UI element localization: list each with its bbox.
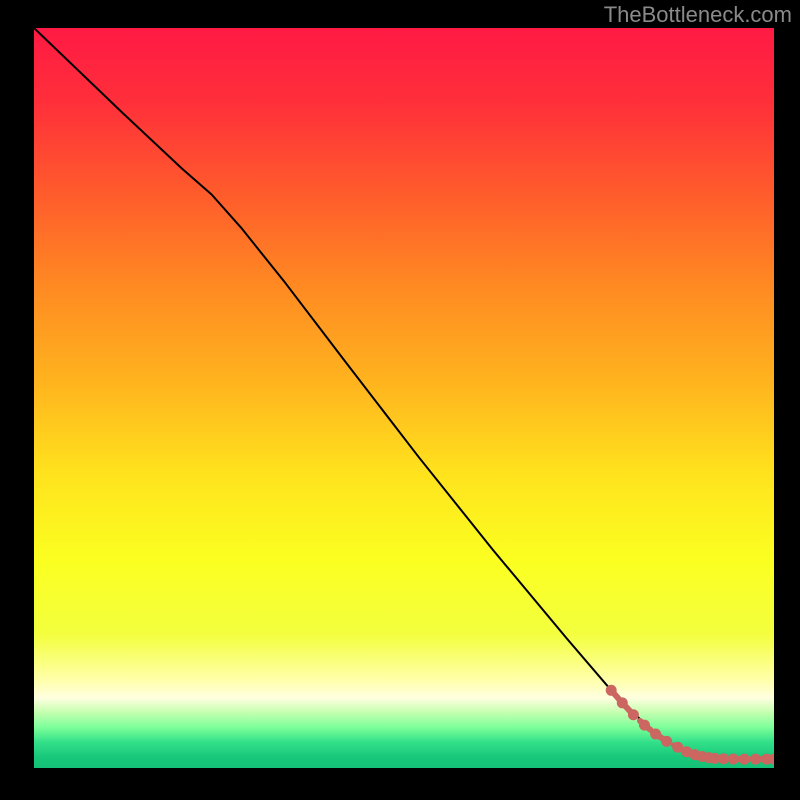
marker-layer	[34, 28, 774, 768]
watermark-label: TheBottleneck.com	[604, 2, 792, 28]
chart-frame: TheBottleneck.com	[0, 0, 800, 800]
plot-area	[34, 28, 774, 768]
